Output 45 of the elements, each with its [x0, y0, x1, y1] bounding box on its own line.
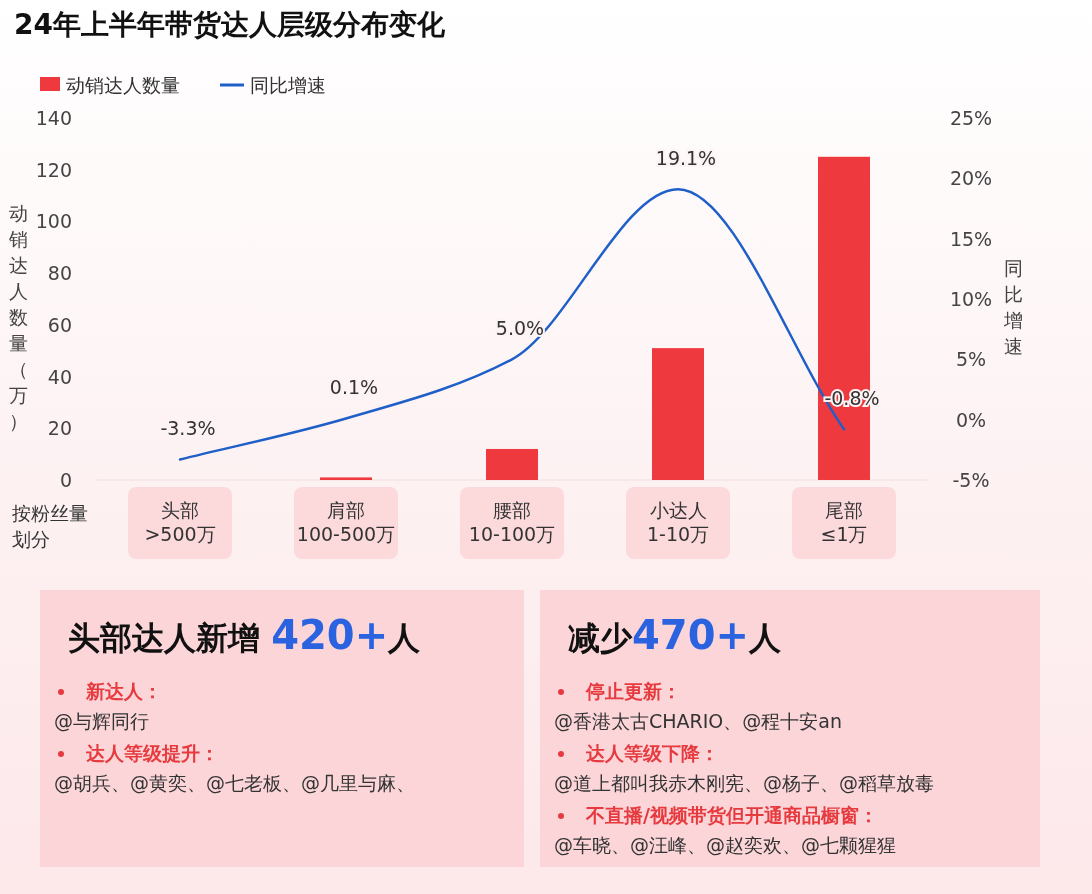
y2-tick-label: 20%: [949, 167, 993, 190]
y-tick-label: 120: [35, 158, 72, 181]
text: 头部达人新增 420+人: [68, 612, 421, 658]
y-tick-label: 80: [47, 262, 72, 285]
y-tick-label: 60: [47, 313, 72, 336]
y2-axis-title: 同比增速: [1002, 257, 1023, 357]
x-tick-label: 尾部 ≤1万: [820, 499, 868, 545]
bar: [652, 348, 704, 480]
x-tick-label: 小达人 1-10万: [646, 499, 710, 545]
text: 停止更新：: [586, 679, 681, 704]
text: 达人等级提升：: [86, 741, 219, 766]
text: 减少470+人: [568, 612, 782, 658]
text: @与辉同行: [54, 709, 150, 734]
x-tick-label: 头部 >500万: [144, 499, 216, 545]
data-label: 5.0%: [495, 317, 545, 340]
x-tick-label: 腰部 10-100万: [468, 499, 556, 545]
data-label: 0.1%: [329, 376, 379, 399]
y2-tick-label: 10%: [949, 288, 993, 310]
legend-label: 动销达人数量: [66, 74, 180, 96]
y-tick-label: 140: [35, 107, 72, 129]
data-label: -3.3%: [160, 417, 216, 440]
y-tick-label: 20: [47, 417, 72, 440]
text: 新达人：: [86, 679, 162, 704]
text: @胡兵、@黄奕、@七老板、@几里与麻、: [54, 771, 416, 796]
data-label: 19.1%: [655, 147, 717, 170]
text: @香港太古CHARIO、@程十安an: [554, 709, 843, 734]
x-axis-title: 按粉丝量划分: [12, 502, 88, 550]
x-tick-label: 肩部 100-500万: [296, 499, 396, 545]
bar: [486, 448, 538, 480]
text: @道上都叫我赤木刚宪、@杨子、@稻草放毒: [554, 771, 935, 796]
bar: [320, 477, 372, 480]
text: 达人等级下降：: [586, 741, 719, 766]
y-tick-label: 0: [59, 469, 72, 491]
y2-tick-label: 5%: [955, 348, 987, 371]
y2-tick-label: 25%: [949, 107, 993, 129]
text: 动销达人数量（万）: [8, 202, 28, 432]
text: 不直播/视频带货但开通商品橱窗：: [586, 803, 878, 828]
y-tick-label: 40: [47, 365, 72, 388]
y2-tick-label: -5%: [952, 469, 990, 491]
legend-label: 同比增速: [250, 74, 326, 96]
y2-tick-label: 0%: [955, 408, 987, 431]
y-tick-label: 100: [35, 210, 72, 233]
chart-title: 24年上半年带货达人层级分布变化: [14, 8, 446, 41]
y2-tick-label: 15%: [949, 227, 993, 250]
text: @车晓、@汪峰、@赵奕欢、@七颗猩猩: [554, 833, 897, 858]
